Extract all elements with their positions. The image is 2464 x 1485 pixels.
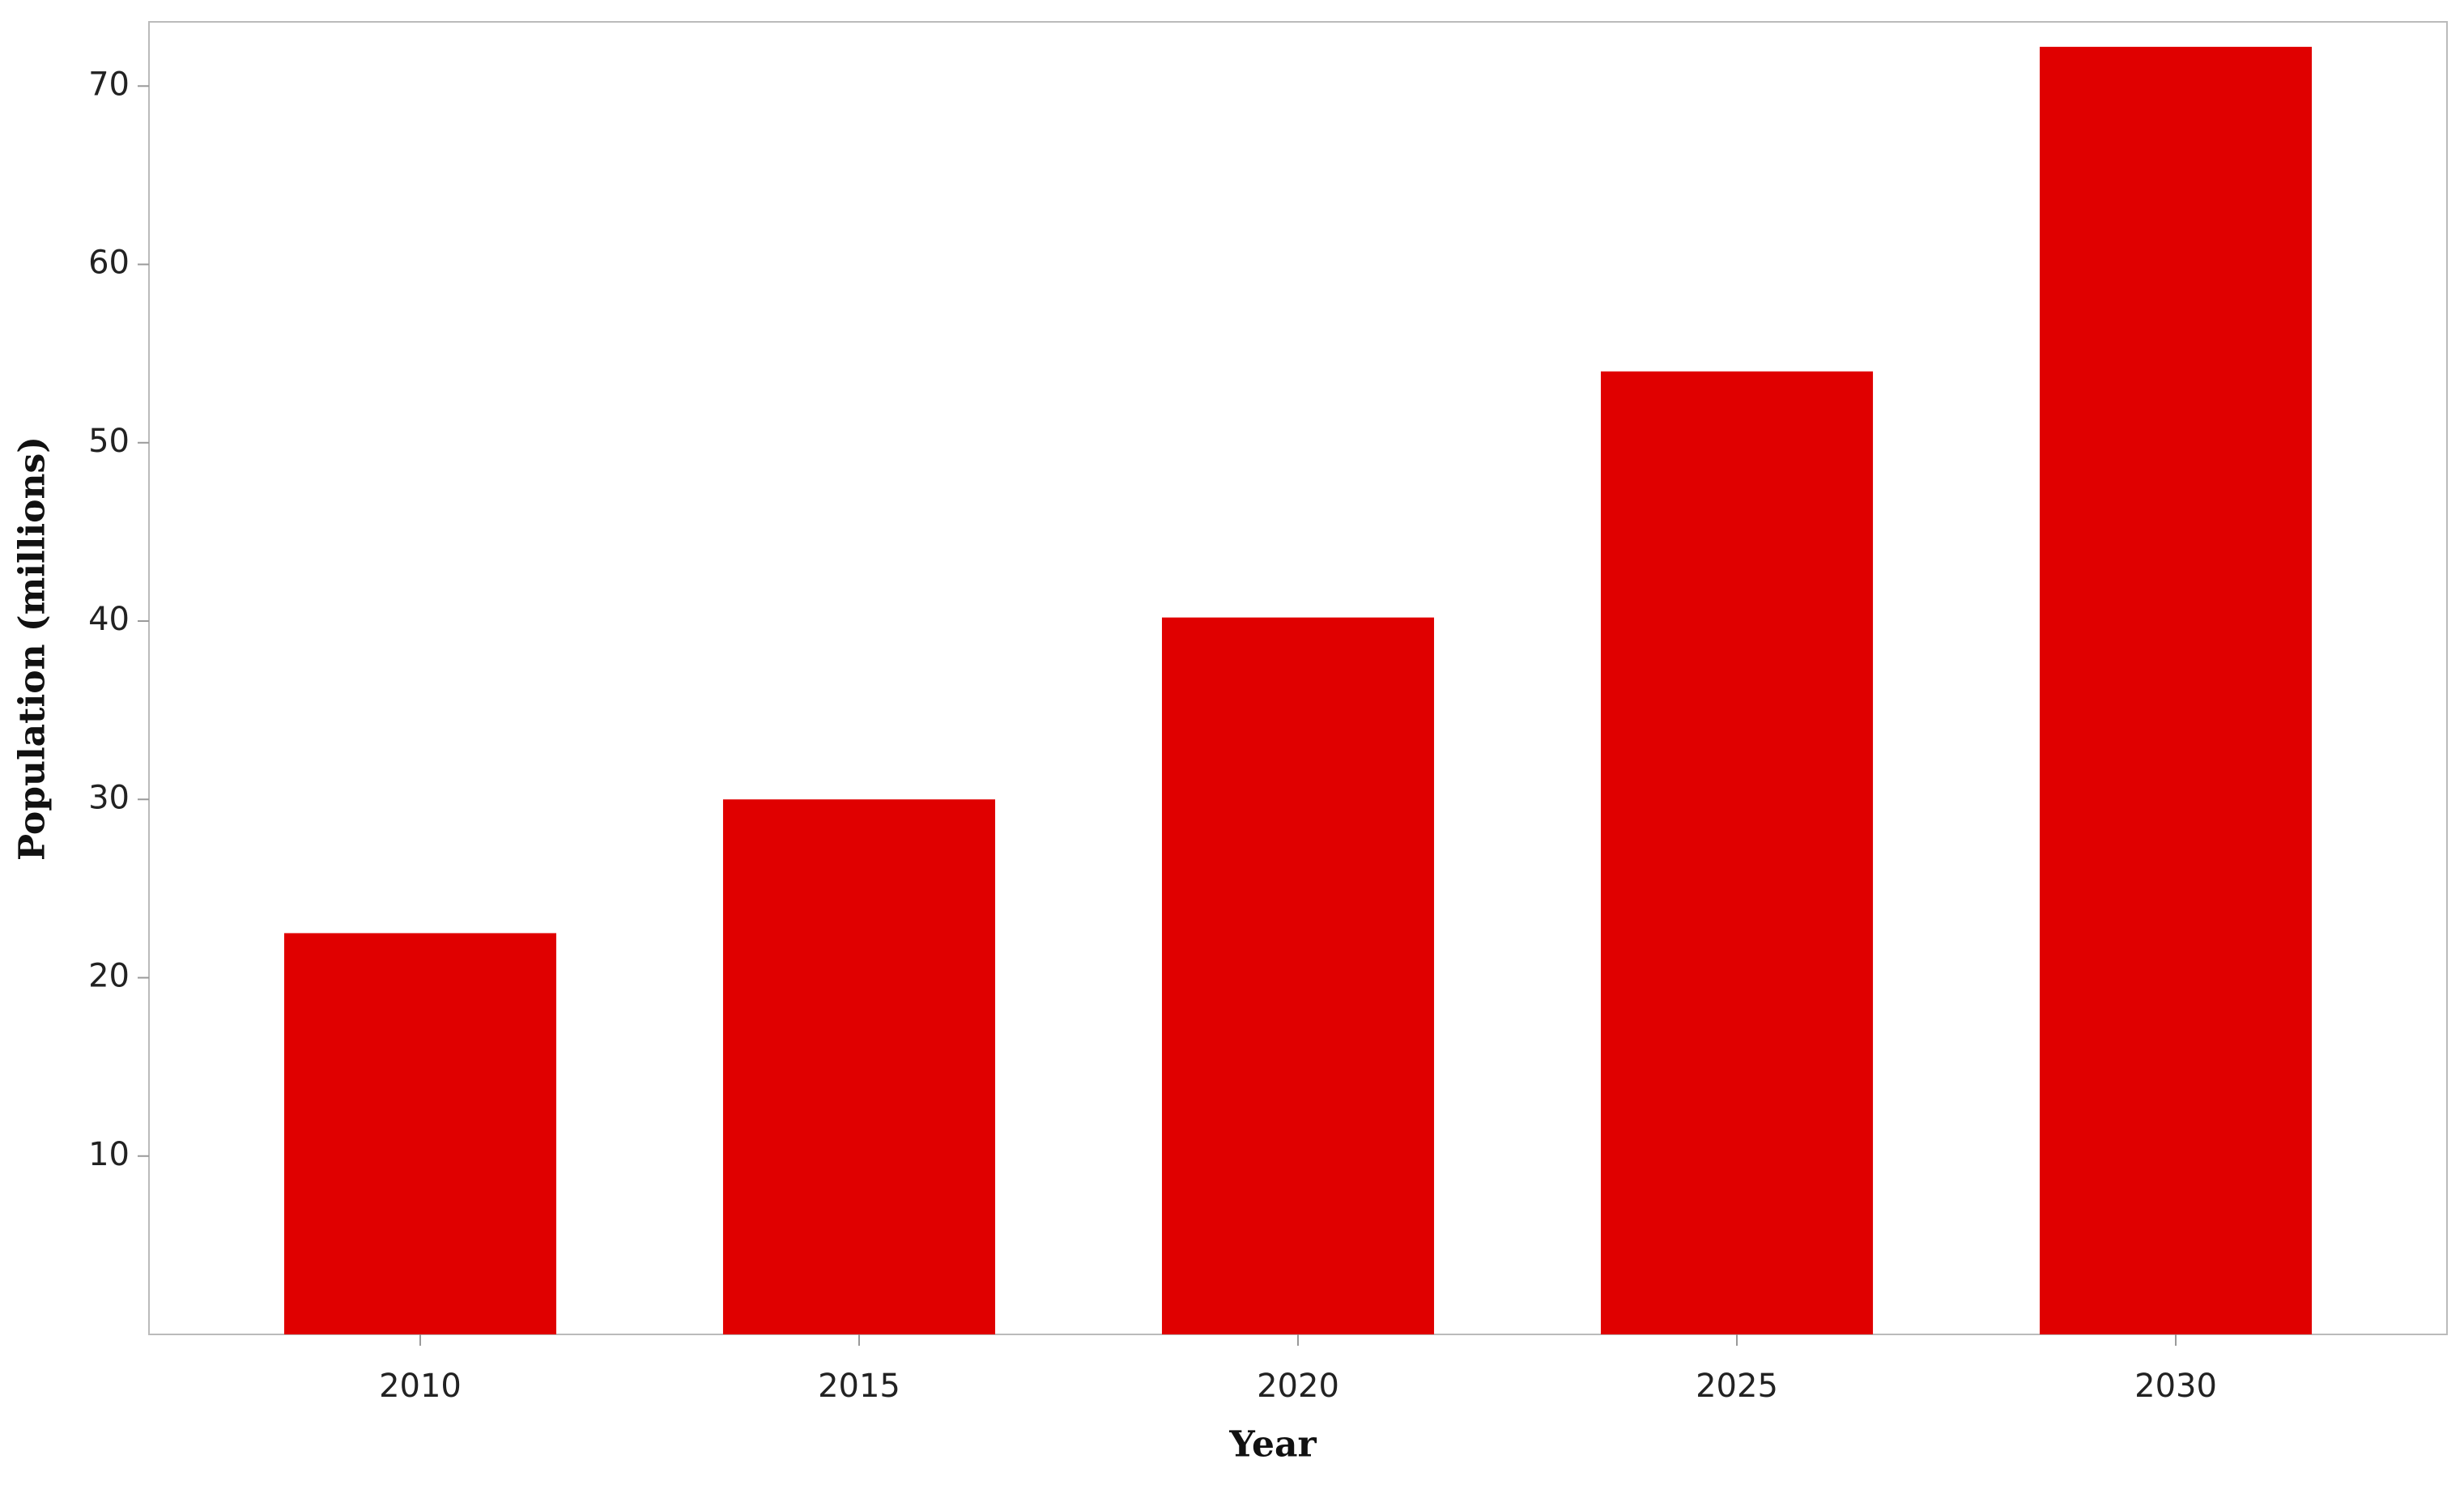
x-axis-title: Year <box>1228 1424 1317 1466</box>
bar <box>1161 617 1435 1334</box>
x-tick-label: 2025 <box>1696 1368 1778 1405</box>
x-tick-label: 2030 <box>2134 1368 2217 1405</box>
y-tick-label: 40 <box>88 601 130 638</box>
y-tick-label: 50 <box>88 423 130 460</box>
y-tick-label: 60 <box>88 245 130 282</box>
y-tick-label: 20 <box>88 958 130 995</box>
y-tick-label: 30 <box>88 779 130 816</box>
y-tick-label: 10 <box>88 1136 130 1173</box>
bar <box>722 799 996 1334</box>
x-tick-label: 2015 <box>818 1368 900 1405</box>
bar <box>283 933 556 1334</box>
bar <box>1600 371 1874 1335</box>
bar <box>2040 46 2313 1335</box>
x-tick-label: 2020 <box>1257 1368 1339 1405</box>
y-axis-title: Population (millions) <box>12 436 53 861</box>
y-tick-label: 70 <box>88 66 130 103</box>
x-tick-label: 2010 <box>379 1368 462 1405</box>
